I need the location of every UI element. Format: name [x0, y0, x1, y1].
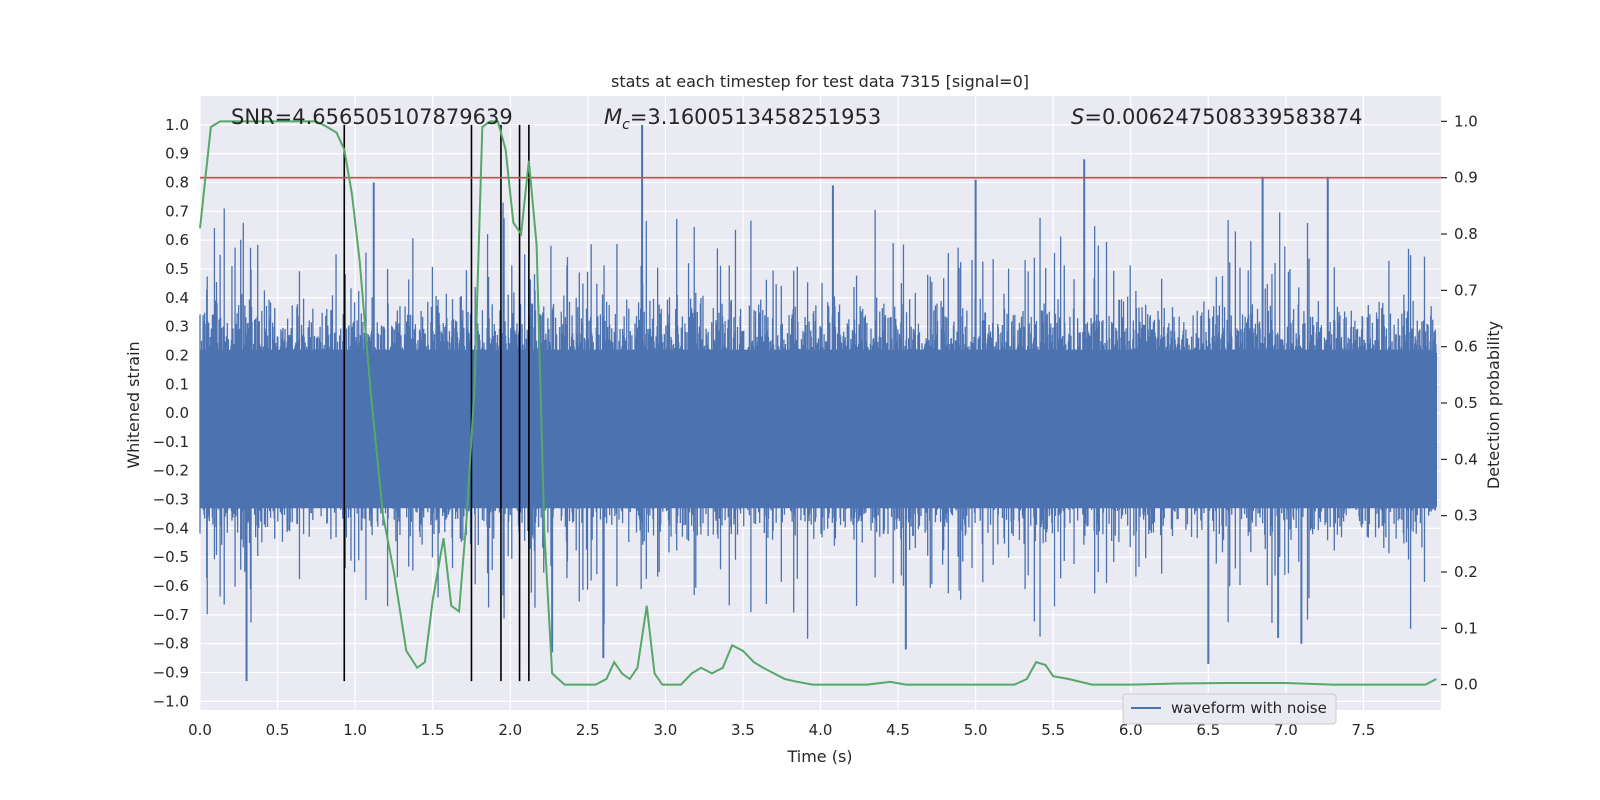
x-axis-ticks: 0.0 0.5 1.0 1.5 2.0 2.5 3.0 3.5 4.0 4.5 5.0 5.5 6.0 6…: [188, 721, 1375, 739]
s-value: =0.006247508339583874: [1084, 105, 1362, 129]
x-tick-label-2: 1.0: [343, 721, 367, 739]
x-axis-label: Time (s): [786, 747, 852, 766]
waveform-dense-band: [200, 349, 1437, 509]
x-tick-label-5: 2.5: [576, 721, 600, 739]
left-y-tick-label-1: 0.9: [165, 145, 189, 163]
left-y-tick-label-0: 1.0: [165, 116, 189, 134]
left-y-tick-label-8: 0.2: [165, 346, 189, 364]
right-y-tick-label-0: 1.0: [1454, 112, 1478, 130]
left-y-tick-label-6: 0.4: [165, 289, 189, 307]
x-tick-label-8: 4.0: [809, 721, 833, 739]
x-tick-label-15: 7.5: [1352, 721, 1376, 739]
right-y-tick-label-10: 0.0: [1454, 676, 1478, 694]
left-y-tick-label-7: 0.3: [165, 318, 189, 336]
right-y-tick-label-7: 0.3: [1454, 507, 1478, 525]
left-y-tick-label-5: 0.5: [165, 260, 189, 278]
right-y-tick-label-1: 0.9: [1454, 169, 1478, 187]
right-y-tick-label-3: 0.7: [1454, 281, 1478, 299]
x-tick-label-12: 6.0: [1119, 721, 1143, 739]
left-y-tick-label-13: −0.3: [153, 491, 189, 509]
right-y-tick-label-2: 0.8: [1454, 225, 1478, 243]
legend-label-waveform: waveform with noise: [1171, 699, 1327, 717]
chirp-mass-annotation: Mc=3.1600513458251953: [604, 105, 881, 133]
legend-box: [1122, 693, 1337, 725]
left-y-tick-label-10: 0.0: [165, 404, 189, 422]
right-y-tick-label-5: 0.5: [1454, 394, 1478, 412]
left-y-tick-label-18: −0.8: [153, 635, 189, 653]
right-y-tick-label-6: 0.4: [1454, 450, 1478, 468]
left-y-tick-label-14: −0.4: [153, 519, 189, 537]
x-tick-label-10: 5.0: [964, 721, 988, 739]
right-y-tick-label-9: 0.1: [1454, 619, 1478, 637]
x-tick-label-4: 2.0: [498, 721, 522, 739]
left-y-axis-ticks: 1.0 0.9 0.8 0.7 0.6 0.5 0.4 0.3 0.2 0.1 0.0 −0.1 −0.…: [153, 116, 189, 711]
left-y-tick-label-16: −0.6: [153, 577, 189, 595]
left-y-tick-label-3: 0.7: [165, 202, 189, 220]
right-y-tick-label-8: 0.2: [1454, 563, 1478, 581]
x-tick-label-13: 6.5: [1196, 721, 1220, 739]
vertical-lines: [343, 124, 530, 682]
left-y-tick-label-19: −0.9: [153, 664, 189, 682]
x-tick-label-0: 0.0: [188, 721, 212, 739]
chirp-mass-value: =3.1600513458251953: [630, 105, 881, 129]
waveform-series: [199, 124, 1437, 682]
left-y-tick-label-4: 0.6: [165, 231, 189, 249]
x-tick-label-7: 3.5: [731, 721, 755, 739]
legend: waveform with noise: [1122, 693, 1337, 725]
left-y-tick-label-2: 0.8: [165, 173, 189, 191]
chirp-mass-subscript: c: [622, 117, 630, 133]
probability-series-line: [199, 120, 1437, 686]
x-tick-label-6: 3.0: [653, 721, 677, 739]
x-tick-label-3: 1.5: [421, 721, 445, 739]
x-tick-label-1: 0.5: [266, 721, 290, 739]
right-y-axis-ticks: 1.0 0.9 0.8 0.7 0.6 0.5 0.4 0.3 0.2 0.1 0.0: [1441, 112, 1478, 694]
left-y-tick-label-20: −1.0: [153, 692, 189, 710]
left-y-tick-label-17: −0.7: [153, 606, 189, 624]
chirp-mass-symbol: M: [604, 105, 622, 129]
left-y-tick-label-11: −0.1: [153, 433, 189, 451]
x-tick-label-14: 7.0: [1274, 721, 1298, 739]
left-y-tick-label-12: −0.2: [153, 462, 189, 480]
right-y-axis-label: Detection probability: [1484, 321, 1503, 489]
chart-title: stats at each timestep for test data 731…: [611, 72, 1029, 91]
left-y-tick-label-15: −0.5: [153, 548, 189, 566]
snr-s-annotation: S=0.006247508339583874: [1071, 105, 1362, 129]
snr-annotation: SNR=4.656505107879639: [231, 105, 513, 129]
left-y-tick-label-9: 0.1: [165, 375, 189, 393]
right-y-tick-label-4: 0.6: [1454, 338, 1478, 356]
x-tick-label-9: 4.5: [886, 721, 910, 739]
left-y-axis-label: Whitened strain: [124, 341, 143, 468]
s-symbol: S: [1071, 105, 1084, 129]
x-tick-label-11: 5.5: [1041, 721, 1065, 739]
